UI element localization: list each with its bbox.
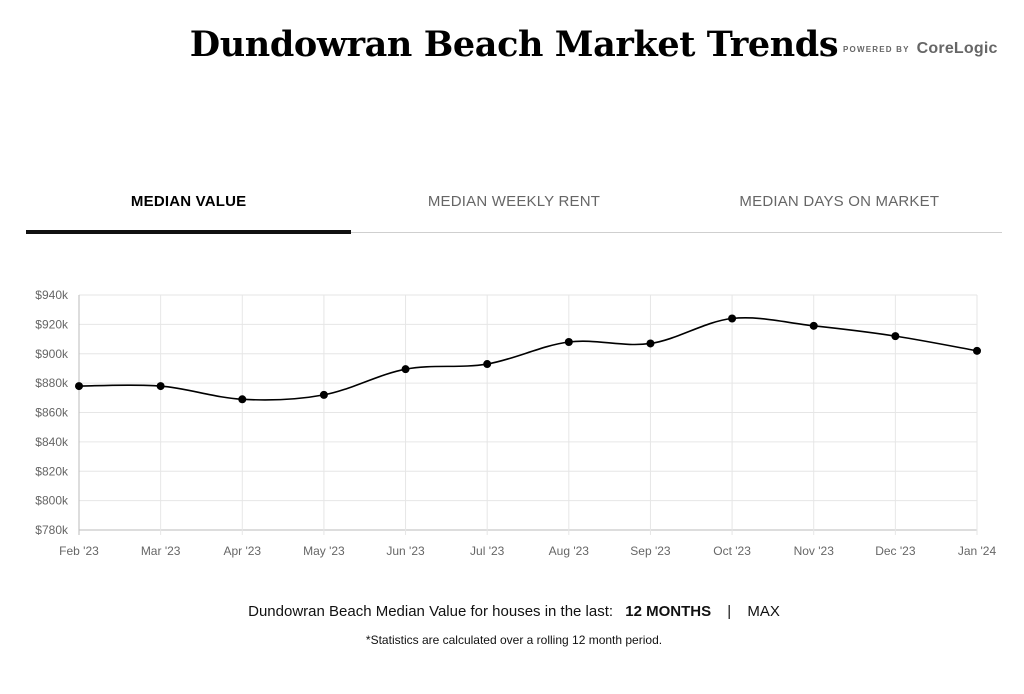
x-tick-label: Jan '24: [958, 544, 997, 558]
data-point[interactable]: [891, 332, 900, 341]
x-tick-label: Sep '23: [630, 544, 671, 558]
page-title: Dundowran Beach Market Trends: [189, 24, 839, 65]
grid-lines: [78, 294, 978, 535]
data-point[interactable]: [156, 382, 165, 391]
tab-median-value[interactable]: MEDIAN VALUE: [26, 182, 352, 234]
data-point[interactable]: [319, 390, 328, 399]
data-point[interactable]: [483, 360, 492, 369]
y-tick-label: $900k: [35, 347, 69, 361]
axis-labels: $780k $800k $820k $840k $860k $880k $900k $920k…: [35, 288, 996, 558]
y-tick-label: $780k: [35, 523, 69, 537]
x-tick-label: Apr '23: [223, 544, 261, 558]
y-tick-label: $860k: [35, 406, 69, 420]
data-point[interactable]: [75, 382, 83, 391]
statistics-footnote: *Statistics are calculated over a rollin…: [365, 633, 663, 647]
x-tick-label: Jul '23: [470, 544, 505, 558]
y-tick-label: $880k: [35, 376, 69, 390]
y-tick-label: $840k: [35, 435, 69, 449]
metric-tabs: MEDIAN VALUE MEDIAN WEEKLY RENT MEDIAN D…: [26, 182, 1002, 234]
powered-by-badge[interactable]: POWERED BY CoreLogic: [843, 40, 998, 58]
data-point[interactable]: [564, 338, 573, 346]
data-point[interactable]: [401, 365, 410, 374]
x-tick-label: Feb '23: [59, 544, 99, 558]
powered-by-label: POWERED BY: [843, 44, 910, 54]
data-points: [75, 314, 981, 404]
x-tick-label: Jun '23: [386, 544, 425, 558]
x-tick-label: Dec '23: [875, 544, 916, 558]
x-tick-label: Mar '23: [141, 544, 181, 558]
data-point[interactable]: [238, 395, 247, 404]
data-point[interactable]: [973, 346, 981, 355]
data-point[interactable]: [809, 321, 818, 330]
timeframe-separator: |: [727, 603, 732, 620]
timeframe-prefix: Dundowran Beach Median Value for houses …: [248, 603, 614, 620]
tab-median-weekly-rent[interactable]: MEDIAN WEEKLY RENT: [427, 193, 601, 210]
tab-median-days-on-market[interactable]: MEDIAN DAYS ON MARKET: [739, 193, 940, 210]
y-tick-label: $800k: [35, 494, 69, 508]
timeframe-12-months[interactable]: 12 MONTHS: [625, 603, 712, 620]
y-tick-label: $940k: [35, 288, 69, 302]
median-value-chart: $780k $800k $820k $840k $860k $880k $900k $920k…: [35, 288, 996, 558]
y-tick-label: $820k: [35, 464, 69, 478]
x-tick-label: Nov '23: [794, 544, 835, 558]
data-point[interactable]: [728, 314, 737, 323]
x-tick-label: May '23: [303, 544, 345, 558]
x-tick-label: Aug '23: [549, 544, 590, 558]
x-tick-label: Oct '23: [713, 544, 751, 558]
timeframe-selector: Dundowran Beach Median Value for houses …: [0, 603, 1024, 620]
y-tick-label: $920k: [35, 317, 69, 331]
data-point[interactable]: [646, 339, 655, 348]
corelogic-logo: CoreLogic: [916, 40, 998, 57]
median-value-line: [78, 317, 978, 401]
timeframe-max[interactable]: MAX: [747, 603, 780, 620]
